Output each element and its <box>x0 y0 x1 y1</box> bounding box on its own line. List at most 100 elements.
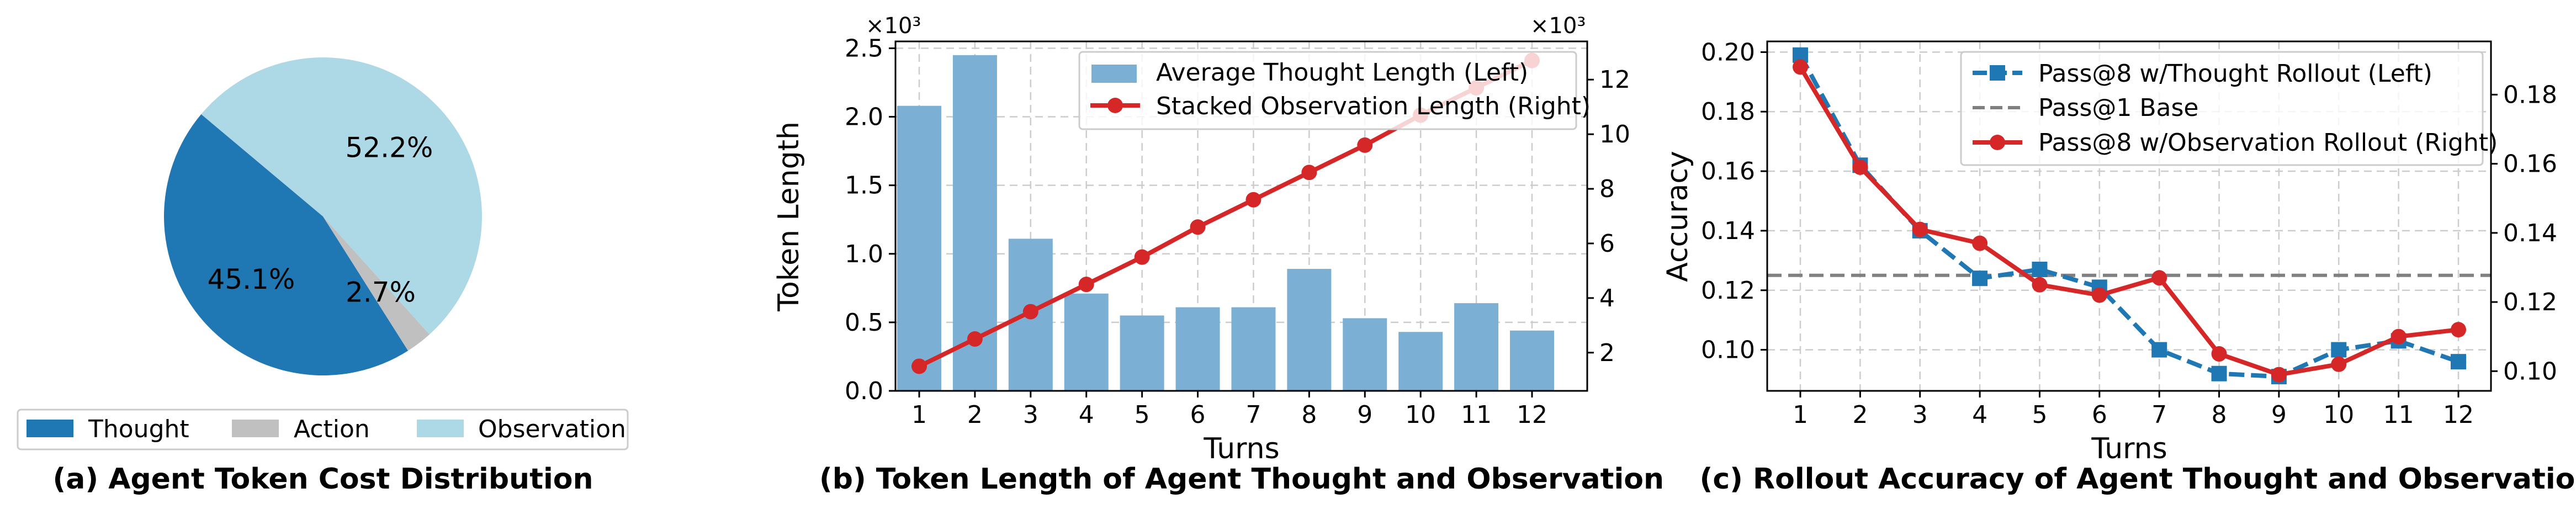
bar-turn-10 <box>1398 332 1443 391</box>
y-tick-label-left-c: 0.14 <box>1701 217 1755 245</box>
bar-turn-8 <box>1287 269 1332 391</box>
x-tick-label-b: 5 <box>1135 401 1150 429</box>
y-tick-label-right-b: 4 <box>1599 284 1615 312</box>
observation-rollout-line <box>1798 66 2459 377</box>
thought-rollout-point-turn-8 <box>2211 365 2227 381</box>
ticks-c: 1 2 3 4 5 6 7 8 9 10 11 120.100.120.140.160.180.200… <box>1701 38 2557 429</box>
observation-point-turn-1 <box>911 358 927 374</box>
pie-label-action: 2.7% <box>346 277 416 309</box>
observation-point-turn-3 <box>1022 304 1038 320</box>
pie-percent-labels: 45.1% 2.7% 52.2% <box>208 132 433 309</box>
x-tick-label-b: 1 <box>911 401 927 429</box>
x-tick-label-b: 10 <box>1405 401 1436 429</box>
x-tick-label-c: 12 <box>2443 401 2474 429</box>
pie-legend-frame <box>17 409 629 450</box>
observation-rollout-point-turn-1 <box>1793 59 1808 75</box>
observation-rollout-point-turn-3 <box>1912 221 1928 237</box>
axes-frame-c <box>1766 40 2492 392</box>
x-tick-label-c: 7 <box>2151 401 2167 429</box>
x-tick-label-c: 9 <box>2271 401 2287 429</box>
legend-c-frame <box>1960 51 2484 166</box>
caption-b: (b) Token Length of Agent Thought and Ob… <box>819 463 1664 496</box>
pie-label-thought: 45.1% <box>208 263 295 295</box>
y-tick-label-right-c: 0.16 <box>2503 150 2557 178</box>
y-tick-label-right-c: 0.18 <box>2503 81 2557 109</box>
bar-turn-6 <box>1175 307 1220 391</box>
x-tick-label-b: 9 <box>1357 401 1372 429</box>
x-tick-label-b: 3 <box>1023 401 1038 429</box>
x-axis-label-c: Turns <box>2091 432 2167 465</box>
y-tick-label-left-c: 0.10 <box>1701 336 1755 364</box>
bar-turn-11 <box>1454 303 1499 391</box>
x-tick-label-b: 2 <box>967 401 983 429</box>
observation-rollout-point-turn-7 <box>2151 270 2167 286</box>
thought-rollout-point-turn-7 <box>2151 342 2167 358</box>
legend-label-observation-length: Stacked Observation Length (Right) <box>1156 92 1591 120</box>
y-axis-label-b: Token Length <box>772 121 805 312</box>
pie-slices <box>164 57 483 376</box>
observation-rollout-point-turn-5 <box>2032 277 2048 293</box>
y-axis-label-c: Accuracy <box>1661 151 1694 282</box>
legend-b-frame <box>1078 51 1577 130</box>
observation-rollout-point-turn-2 <box>1852 159 1868 175</box>
y-tick-label-left-c: 0.20 <box>1701 38 1755 66</box>
y-tick-label-left-b: 0.0 <box>845 377 883 405</box>
legend-marker-observation <box>1107 98 1123 113</box>
x-tick-label-b: 12 <box>1517 401 1547 429</box>
legend-label-base: Pass@1 Base <box>2038 94 2199 122</box>
observation-point-turn-8 <box>1301 165 1317 181</box>
bars-thought-length <box>897 55 1554 391</box>
observation-rollout-point-turn-11 <box>2391 328 2407 344</box>
pie-slice-action <box>323 216 430 351</box>
legend-marker-observation-rollout <box>1990 135 2005 150</box>
x-tick-label-c: 3 <box>1912 401 1928 429</box>
observation-point-turn-5 <box>1134 249 1150 265</box>
legend-label-action: Action <box>294 415 370 443</box>
x-tick-label-b: 6 <box>1190 401 1206 429</box>
legend-swatch-action <box>232 420 279 437</box>
legend-swatch-observation <box>417 420 464 437</box>
x-tick-label-c: 10 <box>2323 401 2354 429</box>
axes-frame-b <box>894 40 1588 392</box>
caption-c: (c) Rollout Accuracy of Agent Thought an… <box>1700 463 2576 496</box>
thought-rollout-point-turn-12 <box>2451 354 2466 370</box>
x-tick-label-b: 4 <box>1079 401 1094 429</box>
y-tick-label-right-b: 8 <box>1599 175 1615 203</box>
legend-swatch-thought <box>26 420 73 437</box>
token-length-chart-panel: 1 2 3 4 5 6 7 8 9 10 11 120.00.51.01.52.02.52468101… <box>772 13 1664 496</box>
observation-rollout-point-turn-12 <box>2451 322 2466 338</box>
observation-rollout-point-turn-10 <box>2331 356 2347 372</box>
y-tick-label-right-b: 10 <box>1599 120 1630 149</box>
observation-point-turn-4 <box>1078 277 1094 293</box>
left-axis-multiplier-b: ×10³ <box>866 13 921 39</box>
bar-turn-5 <box>1120 315 1164 391</box>
y-tick-label-right-b: 6 <box>1599 230 1615 258</box>
rollout-accuracy-chart-panel: 1 2 3 4 5 6 7 8 9 10 11 120.100.120.140.160.180.200… <box>1661 38 2576 496</box>
x-tick-label-c: 1 <box>1793 401 1808 429</box>
pie-label-observation: 52.2% <box>346 132 433 164</box>
x-tick-label-c: 11 <box>2383 401 2414 429</box>
legend-swatch-thought-bar <box>1091 65 1137 83</box>
x-tick-label-b: 8 <box>1301 401 1317 429</box>
y-tick-label-right-c: 0.10 <box>2503 357 2557 385</box>
bar-turn-1 <box>897 105 941 391</box>
right-axis-multiplier-b: ×10³ <box>1530 13 1586 39</box>
legend-label-thought-length: Average Thought Length (Left) <box>1156 59 1528 87</box>
bar-turn-9 <box>1343 318 1387 391</box>
x-tick-label-c: 4 <box>1972 401 1987 429</box>
x-tick-label-b: 11 <box>1461 401 1492 429</box>
x-tick-label-c: 8 <box>2212 401 2227 429</box>
legend-label-observation-rollout: Pass@8 w/Observation Rollout (Right) <box>2038 129 2498 157</box>
observation-rollout-point-turn-8 <box>2211 346 2227 362</box>
legend-b: Average Thought Length (Left) Stacked Ob… <box>1078 51 1591 130</box>
y-tick-label-left-b: 2.0 <box>845 103 883 131</box>
caption-a: (a) Agent Token Cost Distribution <box>52 463 593 496</box>
observation-point-turn-7 <box>1245 192 1262 208</box>
pie-slice-observation <box>201 57 483 335</box>
legend-label-thought-rollout: Pass@8 w/Thought Rollout (Left) <box>2038 60 2432 88</box>
bar-turn-12 <box>1510 330 1554 391</box>
y-tick-label-left-b: 2.5 <box>845 34 883 62</box>
ticks-b: 1 2 3 4 5 6 7 8 9 10 11 120.00.51.01.52.02.52468101… <box>845 34 1630 429</box>
x-tick-label-c: 6 <box>2092 401 2107 429</box>
pie-slice-thought <box>164 114 409 376</box>
